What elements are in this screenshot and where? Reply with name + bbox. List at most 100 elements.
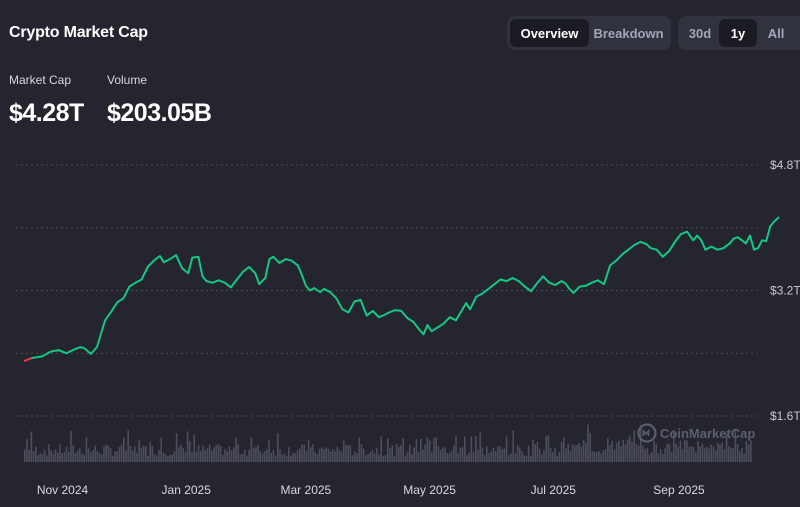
range-all-button[interactable]: All [767, 25, 785, 41]
range-1y-button[interactable]: 1y [719, 19, 757, 47]
x-tick-label: Nov 2024 [37, 483, 89, 497]
volume-bar [631, 442, 633, 462]
volume-bar [356, 453, 358, 462]
volume-bar [666, 443, 668, 462]
volume-bar [437, 446, 440, 462]
volume-bar [721, 442, 723, 462]
watermark-text: CoinMarketCap [660, 426, 755, 441]
volume-bar [657, 453, 660, 462]
volume-bar [145, 446, 147, 462]
x-tick-label: Sep 2025 [653, 483, 705, 497]
volume-bar [184, 451, 187, 462]
volume-bar [109, 448, 112, 462]
volume-bar [268, 440, 270, 462]
volume-bar [92, 450, 94, 462]
volume-bar [415, 439, 418, 462]
volume-bar [409, 444, 411, 462]
volume-bar [532, 439, 534, 462]
volume-bar [433, 438, 435, 462]
volume-bar [622, 439, 624, 462]
volume-bar [134, 446, 136, 462]
volume-bar [281, 454, 283, 462]
y-axis: $4.8T $3.2T $1.6T [770, 158, 800, 423]
volume-bar [85, 437, 88, 462]
volume-label: Volume [107, 73, 148, 87]
volume-bar [129, 445, 132, 462]
series-line-start-segment [23, 357, 33, 363]
volume-bar [68, 451, 70, 462]
volume-bar [303, 444, 305, 462]
volume-bar [158, 450, 160, 462]
volume-bar [351, 454, 354, 462]
volume-bar [400, 445, 402, 462]
volume-bar [527, 445, 530, 462]
volume-bar [611, 440, 613, 462]
volume-bar [486, 446, 488, 462]
volume-bar [193, 434, 195, 462]
volume-bar [545, 436, 547, 462]
volume-bar [314, 451, 316, 462]
volume-bar [274, 455, 277, 462]
volume-bar [459, 447, 462, 462]
volume-bar [453, 445, 455, 462]
volume-bar [695, 451, 697, 462]
volume-bar [481, 447, 484, 462]
volume-bar [327, 448, 330, 462]
volume-bar [105, 444, 107, 462]
volume-bar [398, 446, 400, 462]
volume-bar [380, 436, 382, 462]
volume-bar [648, 454, 651, 462]
volume-bar [490, 451, 492, 462]
volume-bar [424, 444, 426, 462]
volume-bar [413, 447, 415, 462]
volume-bar [640, 425, 642, 462]
tab-overview[interactable]: Overview [510, 19, 589, 47]
volume-bar [431, 452, 433, 462]
tab-breakdown[interactable]: Breakdown [593, 25, 664, 41]
volume-bar [708, 448, 710, 462]
volume-bar [118, 447, 121, 462]
volume-bar [41, 454, 44, 462]
volume-bar [651, 452, 653, 462]
volume-bar [279, 449, 281, 462]
volume-bar [343, 440, 345, 462]
volume-bar [501, 448, 503, 462]
volume-bar [120, 444, 123, 462]
volume-bar [730, 447, 732, 462]
volume-bar [378, 454, 380, 462]
market-cap-line [31, 216, 780, 359]
volume-bar [208, 444, 211, 462]
volume-bar [725, 434, 728, 462]
volume-bar [576, 445, 578, 462]
volume-bar [263, 450, 266, 462]
y-tick-label: $4.8T [770, 158, 800, 172]
volume-bar [334, 451, 336, 462]
volume-bar [367, 454, 369, 462]
x-tick-label: Jul 2025 [531, 483, 577, 497]
volume-bar [505, 436, 508, 462]
volume-bar [466, 455, 468, 462]
volume-bar [446, 452, 448, 462]
volume-bar [461, 447, 464, 462]
range-30d-button[interactable]: 30d [688, 25, 712, 41]
volume-bar [382, 455, 385, 462]
volume-bar [516, 444, 519, 462]
volume-bar [252, 448, 255, 462]
volume-bar [629, 435, 631, 462]
volume-bar [569, 450, 572, 462]
volume-bar [387, 438, 389, 462]
volume-bar [706, 446, 708, 462]
volume-bar [173, 451, 176, 462]
volume-bar [131, 450, 134, 462]
volume-bar [171, 454, 173, 462]
volume-bar [420, 438, 422, 462]
volume-bar [508, 454, 510, 462]
volume-bar [167, 455, 169, 462]
volume-bar [305, 451, 308, 462]
volume-bar [112, 455, 114, 462]
volume-bar [257, 445, 259, 462]
volume-bar [741, 447, 743, 462]
volume-bar [288, 447, 290, 462]
volume-bar [211, 451, 213, 462]
